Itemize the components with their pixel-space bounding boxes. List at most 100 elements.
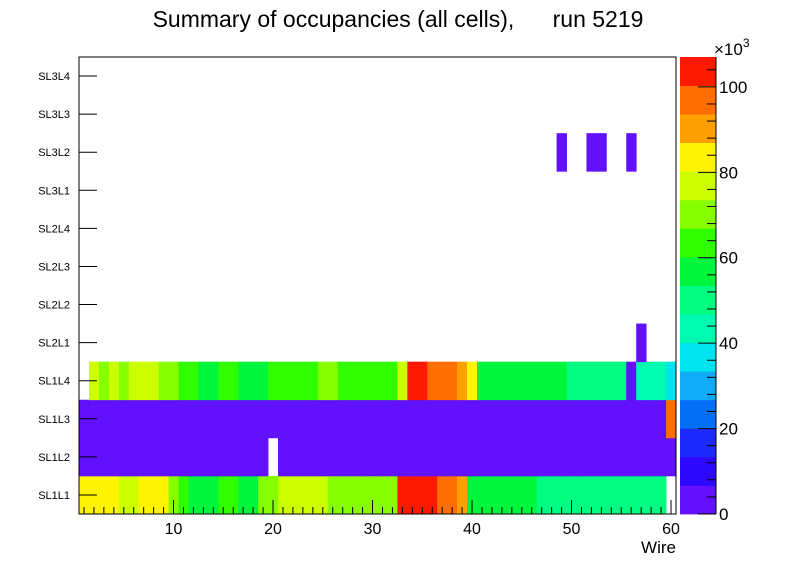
heatmap-cell xyxy=(486,437,498,477)
heatmap-cell xyxy=(158,437,169,477)
heatmap-cell xyxy=(158,399,169,439)
heatmap-cell xyxy=(526,361,538,401)
heatmap-cell xyxy=(427,475,438,515)
y-tick-label: SL1L3 xyxy=(38,414,70,426)
heatmap-cell xyxy=(138,475,150,515)
heatmap-cell xyxy=(198,437,209,477)
heatmap-cell xyxy=(198,475,209,515)
heatmap-cell xyxy=(208,361,219,401)
heatmap-cell xyxy=(178,437,189,477)
heatmap-cell xyxy=(506,437,518,477)
heatmap-cell xyxy=(118,475,130,515)
heatmap-cell xyxy=(646,361,657,401)
palette-band xyxy=(680,85,716,115)
heatmap-cell xyxy=(407,437,418,477)
heatmap-cell xyxy=(556,475,567,515)
heatmap-cell xyxy=(606,437,617,477)
palette-band xyxy=(680,285,716,315)
heatmap-cell xyxy=(576,399,587,439)
heatmap-cell xyxy=(427,437,438,477)
heatmap-cell xyxy=(437,399,448,439)
heatmap-cell xyxy=(158,475,169,515)
heatmap-cell xyxy=(248,475,259,515)
heatmap-cell xyxy=(636,361,647,401)
palette-band xyxy=(680,371,716,401)
heatmap-cell xyxy=(467,475,478,515)
heatmap-cell xyxy=(218,361,229,401)
z-tick-label: 100 xyxy=(719,78,747,97)
palette-band xyxy=(680,485,716,515)
palette-band xyxy=(680,314,716,344)
heatmap-cell xyxy=(367,399,378,439)
heatmap-cell xyxy=(118,361,130,401)
palette-band xyxy=(680,342,716,372)
heatmap-cell xyxy=(278,399,289,439)
heatmap-cell xyxy=(168,437,179,477)
heatmap-cell xyxy=(108,437,120,477)
heatmap-cell xyxy=(586,475,597,515)
heatmap-cell xyxy=(98,475,110,515)
heatmap-cell xyxy=(447,399,458,439)
heatmap-cell xyxy=(268,361,279,401)
heatmap-cell xyxy=(536,475,548,515)
heatmap-cell xyxy=(486,399,498,439)
heatmap-cell xyxy=(168,361,179,401)
palette-band xyxy=(680,428,716,458)
heatmap-cell xyxy=(337,475,349,515)
heatmap-cell xyxy=(656,437,667,477)
heatmap-cell xyxy=(656,399,667,439)
heatmap-cell xyxy=(367,475,378,515)
heatmap-cell xyxy=(546,437,557,477)
heatmap-cell xyxy=(148,399,159,439)
heatmap-cell xyxy=(258,437,269,477)
heatmap-cell xyxy=(387,399,398,439)
heatmap-cell xyxy=(128,361,140,401)
z-tick-label: 20 xyxy=(719,420,738,439)
heatmap-cell xyxy=(188,361,199,401)
heatmap-cell xyxy=(287,361,299,401)
heatmap-cell xyxy=(198,361,209,401)
heatmap-cell xyxy=(536,437,548,477)
heatmap-cell xyxy=(566,475,577,515)
y-tick-label: SL2L1 xyxy=(38,338,70,350)
heatmap-cell xyxy=(188,475,199,515)
heatmap-cell xyxy=(208,437,219,477)
heatmap-cell xyxy=(477,475,488,515)
heatmap-cell xyxy=(576,437,587,477)
heatmap-cell xyxy=(656,361,667,401)
heatmap-cell xyxy=(546,475,557,515)
heatmap-cell xyxy=(447,361,458,401)
heatmap-cell xyxy=(268,399,279,439)
heatmap-cell xyxy=(586,133,597,172)
color-palette xyxy=(680,57,716,515)
z-tick-label: 0 xyxy=(719,505,728,524)
heatmap-cell xyxy=(287,437,299,477)
heatmap-cell xyxy=(228,475,239,515)
heatmap-cell xyxy=(437,475,448,515)
y-tick-label: SL3L1 xyxy=(38,185,70,197)
plot-frame xyxy=(78,56,677,515)
x-tick-label: 50 xyxy=(563,521,581,538)
heatmap-cell xyxy=(317,399,329,439)
heatmap-cell xyxy=(307,437,319,477)
heatmap-cell xyxy=(616,437,627,477)
heatmap-cell xyxy=(626,437,637,477)
palette-band xyxy=(680,142,716,172)
heatmap-cell xyxy=(287,399,299,439)
heatmap-cell xyxy=(228,361,239,401)
heatmap-cell xyxy=(108,399,120,439)
heatmap-cell xyxy=(387,475,398,515)
heatmap-cell xyxy=(377,475,388,515)
heatmap-cell xyxy=(218,475,229,515)
z-multiplier-exponent: 3 xyxy=(743,36,750,50)
heatmap-cell xyxy=(536,361,548,401)
heatmap-cell xyxy=(278,475,289,515)
heatmap-cell xyxy=(576,475,587,515)
heatmap-cell xyxy=(467,361,478,401)
palette-band xyxy=(680,57,716,86)
heatmap-cell xyxy=(586,361,597,401)
heatmap-cell xyxy=(208,475,219,515)
heatmap-cell xyxy=(596,475,607,515)
heatmap-cell xyxy=(357,361,368,401)
